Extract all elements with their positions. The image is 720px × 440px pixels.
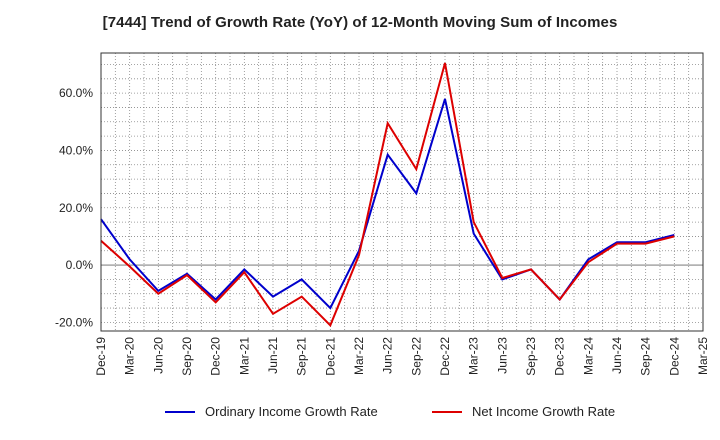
y-tick-label: -20.0% — [55, 315, 93, 329]
legend: Ordinary Income Growth Rate Net Income G… — [0, 404, 720, 426]
x-tick-label: Jun-22 — [381, 337, 395, 374]
x-tick-label: Mar-20 — [123, 337, 137, 375]
plot-frame — [100, 52, 704, 332]
x-tick-label: Jun-24 — [610, 337, 624, 374]
legend-item-ordinary-income: Ordinary Income Growth Rate — [165, 404, 378, 419]
series-line-net-income — [100, 62, 675, 328]
y-tick-label: 40.0% — [59, 143, 93, 157]
x-tick-label: Sep-20 — [180, 337, 194, 376]
x-tick-label: Jun-20 — [151, 337, 165, 374]
x-tick-label: Mar-25 — [696, 337, 710, 375]
y-tick-labels: -20.0% 0.0% 20.0% 40.0% 60.0% — [55, 86, 93, 329]
series-lines — [100, 62, 675, 328]
legend-label-ordinary-income: Ordinary Income Growth Rate — [205, 404, 378, 419]
x-tick-label: Dec-23 — [553, 337, 567, 376]
x-tick-label: Sep-21 — [295, 337, 309, 376]
x-tick-label: Dec-19 — [94, 337, 108, 376]
x-tick-label: Jun-21 — [266, 337, 280, 374]
y-tick-label: 60.0% — [59, 86, 93, 100]
x-tick-label: Sep-22 — [409, 337, 423, 376]
series-line-ordinary-income — [100, 98, 675, 310]
x-tick-label: Mar-21 — [237, 337, 251, 375]
x-tick-label: Sep-24 — [639, 337, 653, 376]
x-tick-label: Sep-23 — [524, 337, 538, 376]
grid-lines — [101, 53, 703, 331]
x-tick-label: Dec-20 — [209, 337, 223, 376]
x-tick-labels: Dec-19 Mar-20 Jun-20 Sep-20 Dec-20 Mar-21 Jun-… — [94, 337, 710, 376]
legend-label-net-income: Net Income Growth Rate — [472, 404, 616, 419]
legend-swatch-ordinary-income — [165, 410, 195, 413]
x-tick-label: Dec-22 — [438, 337, 452, 376]
legend-item-net-income: Net Income Growth Rate — [432, 404, 615, 419]
x-tick-label: Mar-22 — [352, 337, 366, 375]
x-tick-label: Dec-24 — [667, 337, 681, 376]
legend-swatch-net-income — [432, 410, 462, 413]
x-tick-label: Mar-23 — [467, 337, 481, 375]
y-tick-label: 20.0% — [59, 201, 93, 215]
x-tick-label: Mar-24 — [581, 337, 595, 375]
y-tick-label: 0.0% — [66, 258, 94, 272]
x-tick-label: Jun-23 — [495, 337, 509, 374]
x-tick-label: Dec-21 — [323, 337, 337, 376]
chart-title: [7444] Trend of Growth Rate (YoY) of 12-… — [102, 14, 618, 31]
